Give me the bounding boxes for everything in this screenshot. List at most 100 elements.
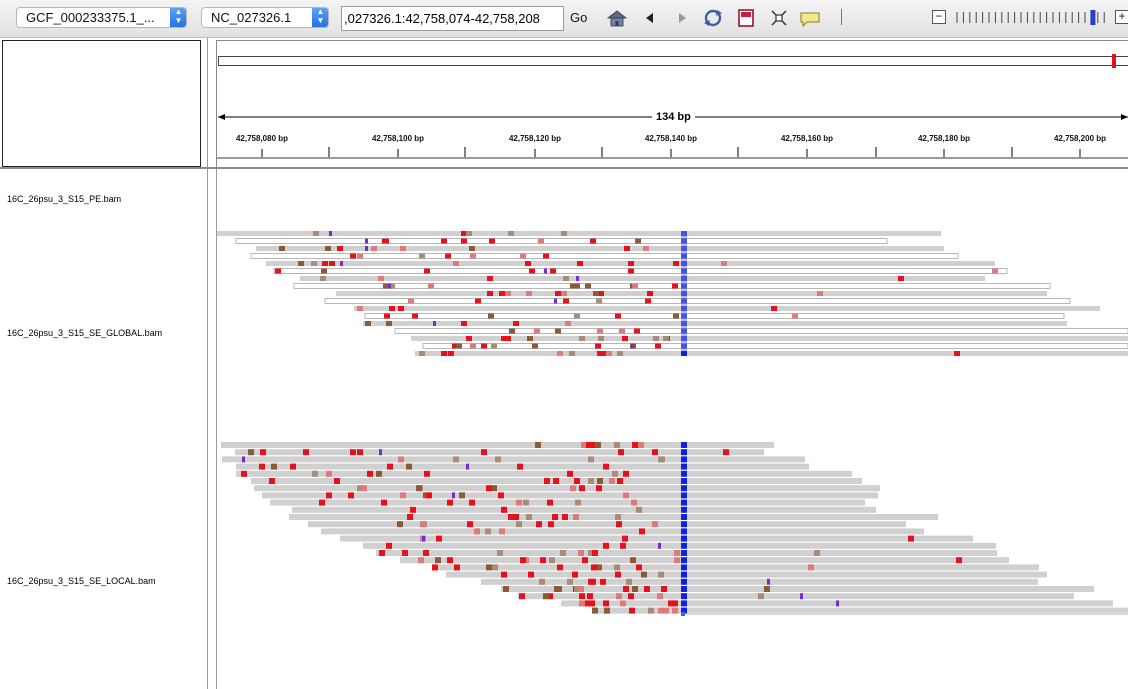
mismatch-base bbox=[319, 499, 325, 506]
mismatch-base bbox=[501, 506, 507, 513]
mismatch-base bbox=[632, 586, 638, 592]
mismatch-base bbox=[378, 276, 384, 281]
aligned-read bbox=[324, 298, 1071, 304]
snp-base bbox=[681, 571, 687, 578]
mismatch-base bbox=[570, 283, 576, 289]
mismatch-base bbox=[673, 313, 679, 319]
aligned-read bbox=[592, 607, 1128, 614]
back-arrow-icon[interactable] bbox=[639, 8, 661, 28]
refresh-icon[interactable] bbox=[702, 8, 724, 28]
zoom-out-button[interactable]: − bbox=[932, 10, 946, 24]
track-name-se-local[interactable]: 16C_26psu_3_S15_SE_LOCAL.bam bbox=[7, 576, 156, 586]
mismatch-base bbox=[644, 586, 650, 592]
fit-window-icon[interactable] bbox=[768, 8, 790, 28]
insertion-marker bbox=[554, 298, 557, 304]
aligned-read bbox=[340, 535, 973, 542]
panel-divider[interactable] bbox=[207, 38, 208, 689]
alignment-tracks[interactable] bbox=[217, 170, 1128, 689]
track-name-se-global[interactable]: 16C_26psu_3_S15_SE_GLOBAL.bam bbox=[7, 328, 163, 338]
mismatch-base bbox=[386, 321, 392, 326]
mismatch-base bbox=[577, 261, 583, 266]
mismatch-base bbox=[311, 261, 317, 266]
snp-base bbox=[681, 593, 687, 600]
mismatch-base bbox=[604, 607, 610, 614]
mismatch-base bbox=[527, 336, 533, 341]
aligned-read bbox=[400, 557, 1009, 564]
mismatch-base bbox=[325, 246, 331, 251]
ruler-roi-icon[interactable] bbox=[735, 8, 757, 28]
mismatch-base bbox=[486, 564, 492, 571]
mismatch-base bbox=[585, 283, 591, 289]
mismatch-base bbox=[432, 564, 438, 571]
mismatch-base bbox=[383, 283, 389, 289]
go-button[interactable]: Go bbox=[570, 10, 588, 25]
mismatch-base bbox=[452, 343, 458, 349]
mismatch-base bbox=[617, 478, 623, 484]
zoom-slider-thumb bbox=[1090, 10, 1096, 25]
mismatch-base bbox=[658, 571, 664, 578]
chromosome-dropdown[interactable]: NC_027326.1 ▲ ▼ bbox=[201, 7, 329, 28]
snp-base bbox=[681, 607, 687, 614]
snp-base bbox=[681, 499, 687, 506]
mismatch-base bbox=[582, 557, 588, 564]
insertion-marker bbox=[767, 578, 770, 585]
mismatch-base bbox=[497, 550, 503, 556]
mismatch-base bbox=[441, 351, 447, 356]
mismatch-base bbox=[441, 238, 447, 244]
aligned-read bbox=[292, 506, 876, 513]
mismatch-base bbox=[461, 321, 467, 326]
popup-info-icon[interactable] bbox=[799, 8, 821, 28]
mismatch-base bbox=[632, 442, 638, 448]
mismatch-base bbox=[620, 542, 626, 549]
mismatch-base bbox=[428, 283, 434, 289]
mismatch-base bbox=[628, 268, 634, 274]
aligned-read bbox=[289, 514, 938, 520]
insertion-marker bbox=[340, 261, 343, 266]
home-icon[interactable] bbox=[606, 8, 628, 28]
ruler-tick-label: 42,758,200 bp bbox=[1053, 134, 1107, 143]
track-name-pe[interactable]: 16C_26psu_3_S15_PE.bam bbox=[7, 194, 122, 204]
aligned-read bbox=[273, 268, 1008, 274]
chromosome-ideogram[interactable] bbox=[218, 56, 1128, 66]
mismatch-base bbox=[630, 557, 636, 564]
mismatch-base bbox=[615, 313, 621, 319]
zoom-in-button[interactable]: + bbox=[1115, 10, 1128, 24]
mismatch-base bbox=[590, 442, 596, 448]
mismatch-base bbox=[269, 478, 275, 484]
mismatch-base bbox=[461, 231, 467, 236]
mismatch-base bbox=[591, 564, 597, 571]
mismatch-base bbox=[579, 593, 585, 600]
mismatch-base bbox=[570, 485, 576, 492]
genome-dropdown[interactable]: GCF_000233375.1_... ▲ ▼ bbox=[16, 7, 187, 28]
mismatch-base bbox=[406, 463, 412, 470]
mismatch-base bbox=[668, 600, 674, 607]
mismatch-base bbox=[615, 571, 621, 578]
mismatch-base bbox=[672, 607, 678, 614]
snp-base bbox=[681, 535, 687, 542]
mismatch-base bbox=[672, 283, 678, 289]
mismatch-base bbox=[456, 343, 462, 349]
mismatch-base bbox=[603, 542, 609, 549]
mismatch-base bbox=[423, 550, 429, 556]
mismatch-base bbox=[578, 586, 584, 592]
mismatch-base bbox=[612, 470, 618, 477]
mismatch-base bbox=[487, 291, 493, 296]
mismatch-base bbox=[575, 499, 581, 506]
mismatch-base bbox=[572, 571, 578, 578]
mismatch-base bbox=[467, 521, 473, 528]
locus-search-input[interactable]: ,027326.1:42,758,074-42,758,208 bbox=[341, 6, 564, 31]
mismatch-base bbox=[565, 321, 571, 326]
zoom-slider[interactable] bbox=[955, 10, 1115, 25]
aligned-read bbox=[446, 571, 1047, 578]
mismatch-base bbox=[329, 261, 335, 266]
mismatch-base bbox=[629, 607, 635, 614]
mismatch-base bbox=[412, 313, 418, 319]
mismatch-base bbox=[814, 550, 820, 556]
mismatch-base bbox=[674, 550, 680, 556]
mismatch-base bbox=[595, 442, 601, 448]
mismatch-base bbox=[501, 336, 507, 341]
mismatch-base bbox=[598, 291, 604, 296]
insertion-marker bbox=[433, 321, 436, 326]
forward-arrow-icon[interactable] bbox=[671, 8, 693, 28]
ruler-tick-label: 42,758,140 bp bbox=[644, 134, 698, 143]
